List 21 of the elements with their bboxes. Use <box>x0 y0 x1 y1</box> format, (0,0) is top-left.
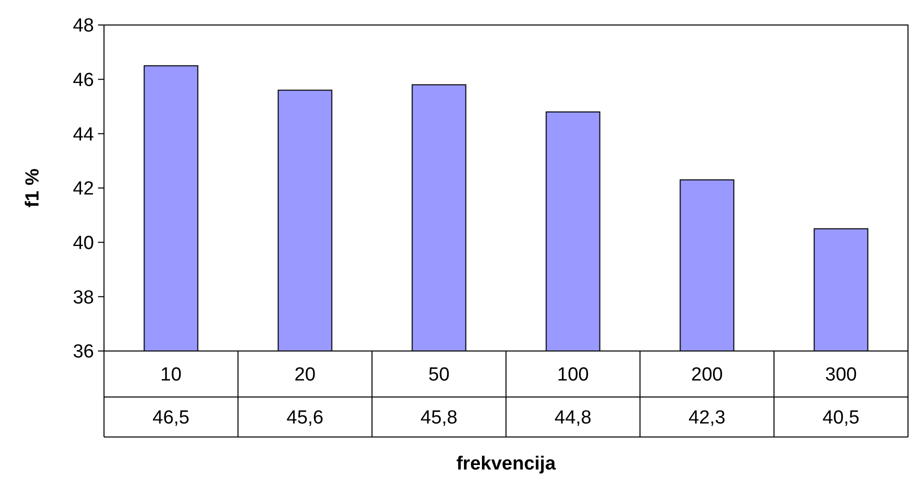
x-tick-label: 50 <box>428 364 450 386</box>
x-tick-label: 300 <box>825 364 857 386</box>
y-tick-label: 36 <box>72 342 94 363</box>
data-label: 42,3 <box>688 408 726 429</box>
data-label: 44,8 <box>554 408 592 429</box>
x-tick-label: 100 <box>557 364 589 386</box>
data-label: 45,8 <box>420 408 458 429</box>
y-tick-label: 44 <box>72 124 94 146</box>
y-axis-title: f1 % <box>22 168 44 208</box>
data-label: 40,5 <box>822 408 860 429</box>
y-tick-label: 42 <box>72 178 94 200</box>
data-label: 45,6 <box>286 408 324 429</box>
x-axis-title: frekvencija <box>456 454 556 475</box>
x-tick-label: 200 <box>691 364 723 386</box>
x-tick-label: 20 <box>294 364 316 386</box>
y-tick-label: 46 <box>72 70 94 91</box>
y-tick-label: 48 <box>72 16 94 37</box>
x-tick-label: 10 <box>160 364 182 386</box>
data-label: 46,5 <box>152 408 190 429</box>
y-tick-label: 38 <box>72 287 94 308</box>
y-tick-label: 40 <box>72 232 94 254</box>
